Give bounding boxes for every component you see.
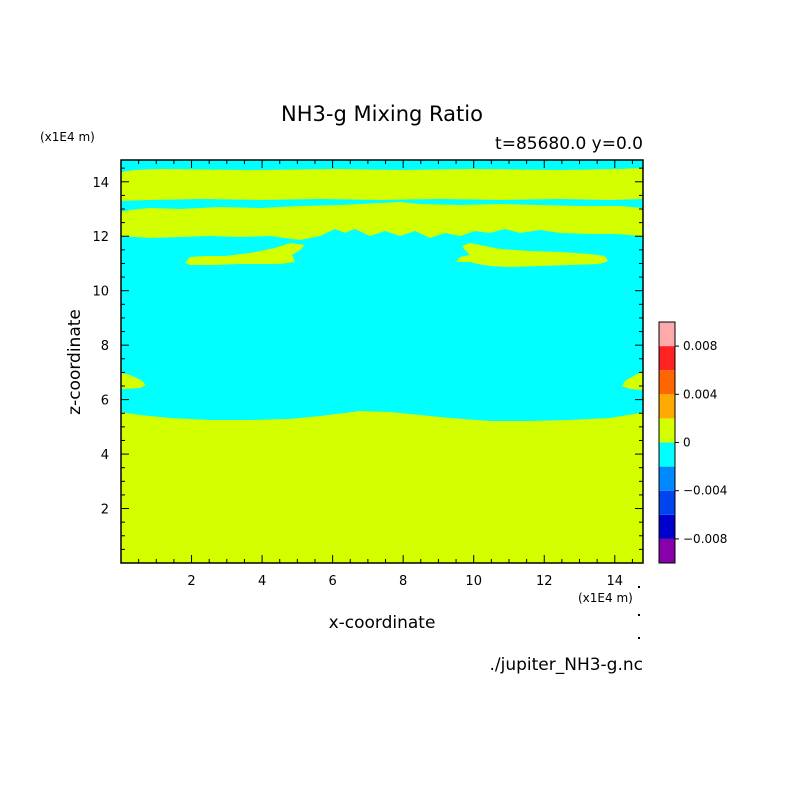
plot-frame: [120, 159, 644, 564]
y-tick-label: 6: [101, 394, 109, 409]
x-tick-label: 10: [465, 574, 482, 589]
x-axis-label: x-coordinate: [329, 613, 436, 633]
colorbar-tick-label: 0.004: [683, 387, 717, 401]
source-file: ./jupiter_NH3-g.nc: [489, 655, 643, 675]
colorbar: 0.008 0.004 0 −0.004 −0.008: [658, 321, 727, 564]
x-tick-label: 2: [187, 574, 195, 589]
colorbar-tick-label: −0.004: [683, 484, 727, 498]
y-tick-label: 12: [92, 230, 109, 245]
axis-tick-labels: 2 4 6 8 10 12 14 2 4 6 8 10 12 14: [92, 176, 623, 589]
colorbar-segment: [659, 370, 675, 395]
colorbar-tick-label: 0: [683, 436, 691, 450]
top-band: [121, 168, 643, 201]
y-unit-label: (x1E4 m): [40, 130, 95, 144]
right-side-bump: [622, 372, 643, 390]
axis-ticks: [120, 160, 643, 564]
x-tick-label: 6: [328, 574, 336, 589]
colorbar-tick-label: 0.008: [683, 339, 717, 353]
y-tick-label: 8: [101, 339, 109, 354]
lower-layer: [121, 411, 643, 563]
plot-area: [121, 160, 643, 563]
left-blob: [185, 243, 305, 265]
right-blob: [456, 243, 608, 267]
colorbar-tick-label: −0.008: [683, 532, 727, 546]
chart-title: NH3-g Mixing Ratio: [281, 102, 483, 126]
colorbar-segment: [659, 442, 675, 467]
y-tick-label: 2: [101, 503, 109, 518]
colorbar-segment: [659, 514, 675, 539]
colorbar-segment: [659, 346, 675, 371]
colorbar-segment: [659, 418, 675, 443]
y-axis-label: z-coordinate: [65, 309, 85, 415]
upper-band: [121, 202, 643, 240]
y-tick-label: 4: [101, 448, 109, 463]
chart-subtitle: t=85680.0 y=0.0: [495, 134, 643, 154]
x-tick-label: 8: [399, 574, 407, 589]
left-side-bump: [121, 373, 146, 389]
y-tick-label: 14: [92, 176, 109, 191]
x-tick-label: 14: [607, 574, 624, 589]
x-unit-label: (x1E4 m): [578, 591, 633, 605]
y-tick-label: 10: [92, 285, 109, 300]
colorbar-segment: [659, 322, 675, 347]
colorbar-segment: [659, 466, 675, 491]
x-tick-label: 4: [258, 574, 266, 589]
marker-dots: [638, 586, 640, 639]
colorbar-segment: [659, 394, 675, 419]
colorbar-segment: [659, 538, 675, 563]
colorbar-segment: [659, 490, 675, 515]
x-tick-label: 12: [536, 574, 553, 589]
